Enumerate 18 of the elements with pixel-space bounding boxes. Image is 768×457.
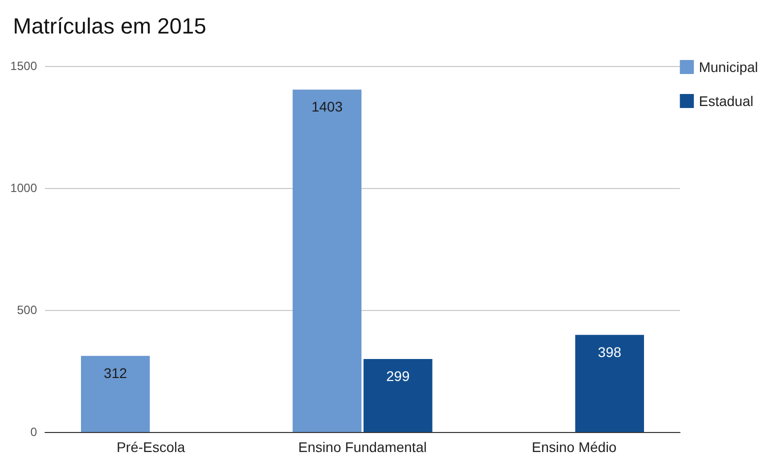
chart-title: Matrículas em 2015 <box>13 14 206 38</box>
legend-label: Municipal <box>698 59 758 75</box>
y-tick-label: 1000 <box>10 181 38 195</box>
bar <box>364 359 432 432</box>
y-tick-label: 500 <box>16 303 38 317</box>
y-tick-label: 0 <box>30 425 38 439</box>
data-label: 398 <box>598 344 622 360</box>
legend-label: Estadual <box>698 93 754 109</box>
x-tick-label: Pré-Escola <box>116 439 186 455</box>
data-label: 299 <box>386 368 410 384</box>
bar <box>80 356 150 432</box>
bar <box>292 90 362 432</box>
data-label: 1403 <box>311 98 343 115</box>
data-label: 312 <box>104 364 128 381</box>
x-tick-label: Ensino Médio <box>532 439 617 455</box>
x-tick-label: Ensino Fundamental <box>298 439 427 455</box>
y-tick-label: 1500 <box>10 59 38 73</box>
bar <box>575 334 644 432</box>
